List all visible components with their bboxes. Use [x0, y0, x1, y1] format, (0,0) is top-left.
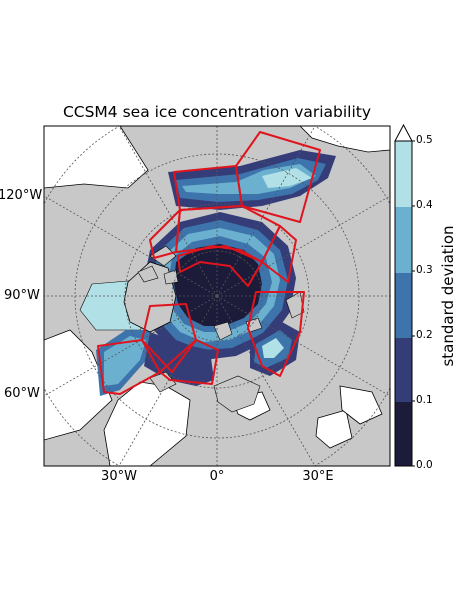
colorbar [394, 123, 415, 467]
ice-band-bering-4 [262, 168, 312, 188]
parallels [44, 126, 390, 466]
colorbar-segment-4 [395, 207, 412, 273]
lon-label-0: 0° [209, 469, 225, 484]
region-greenland-sea [141, 303, 197, 373]
land-svalbard [213, 321, 233, 341]
map-frame [43, 125, 391, 467]
colorbar-tick-5: 0.5 [416, 134, 433, 146]
land-greenland [123, 261, 177, 333]
colorbar-label: standard deviation [439, 225, 457, 367]
colorbar-extend-arrow [394, 123, 413, 142]
colorbar-segment-5 [395, 141, 412, 207]
ice-labrador-2 [104, 336, 146, 386]
colorbar-segment-3 [395, 273, 412, 338]
ocean-south-atlantic [103, 381, 191, 466]
colorbar-tick-2: 0.2 [416, 329, 433, 341]
region-laptev [261, 225, 297, 283]
colorbar-tick-marks [412, 140, 415, 467]
ocean-lake [339, 385, 383, 425]
chart-title: CCSM4 sea ice concentration variability [62, 103, 372, 121]
ocean-northwest [44, 126, 149, 189]
colorbar-segment-1 [395, 402, 412, 466]
colorbar-tick-1: 0.1 [416, 394, 433, 406]
region-chukchi [235, 131, 321, 223]
ocean-caspian [315, 409, 353, 449]
land-novaya-zemlya [285, 291, 305, 319]
colorbar-segment-2 [395, 338, 412, 402]
lat-label-90w: 90°W [4, 288, 40, 303]
lon-label-30w: 30°W [101, 469, 137, 484]
land-iceland [149, 371, 177, 393]
region-baffin [97, 339, 161, 395]
lon-label-30e: 30°E [302, 469, 334, 484]
region-kara-barents [247, 291, 305, 377]
region-nordic [159, 339, 219, 385]
lat-label-120w: 120°W [0, 188, 43, 203]
region-outlines [97, 131, 321, 395]
colorbar-frame [394, 141, 413, 467]
colorbar-tick-0: 0.0 [416, 459, 433, 471]
region-canada-basin [149, 209, 181, 259]
region-central-arctic [177, 245, 263, 287]
ocean-southwest [44, 329, 113, 441]
colorbar-tick-4: 0.4 [416, 199, 433, 211]
land-island-2 [137, 265, 159, 283]
lat-label-60w: 60°W [4, 386, 40, 401]
ice-barents-3 [262, 338, 284, 358]
map-area [44, 126, 390, 466]
ocean-northeast [299, 126, 390, 153]
colorbar-tick-3: 0.3 [416, 264, 433, 276]
land-scandinavia [213, 375, 261, 413]
